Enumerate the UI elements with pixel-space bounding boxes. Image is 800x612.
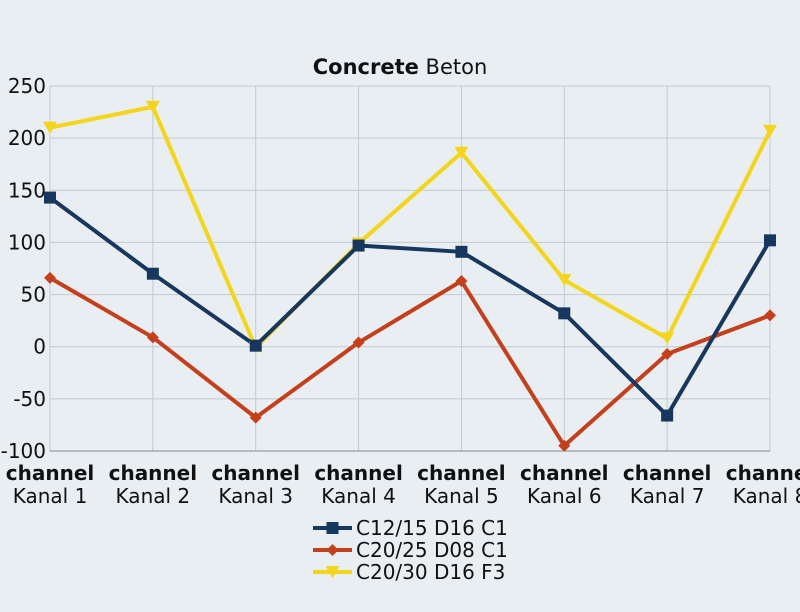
data-point	[557, 273, 572, 286]
legend-swatch-marker	[325, 566, 340, 578]
data-point	[455, 275, 468, 288]
legend-label: C12/15 D16 C1	[356, 516, 508, 540]
data-point	[44, 271, 56, 284]
y-tick-label: 150	[8, 178, 46, 202]
x-tick-label: channel	[417, 461, 506, 485]
x-tick-label: Kanal 4	[321, 484, 396, 508]
chart-title-bold: Concrete	[313, 55, 419, 79]
y-tick-label: -100	[1, 439, 46, 463]
data-point	[146, 267, 159, 280]
x-tick-label: channel	[6, 461, 95, 485]
x-tick-label: channel	[726, 461, 800, 485]
x-tick-label: channel	[520, 461, 609, 485]
y-tick-label: -50	[13, 387, 46, 411]
legend-label: C20/25 D08 C1	[356, 538, 508, 562]
series-line	[48, 104, 772, 350]
x-tick-label: channel	[623, 461, 712, 485]
data-point	[249, 339, 262, 352]
data-point	[352, 336, 365, 349]
data-point	[764, 234, 776, 247]
data-point	[249, 411, 262, 424]
legend-label: C20/30 D16 F3	[356, 560, 505, 584]
data-point	[660, 332, 675, 345]
data-point	[146, 331, 159, 344]
y-tick-label: 50	[21, 283, 46, 307]
x-tick-label: Kanal 6	[527, 484, 602, 508]
data-point	[661, 348, 674, 361]
y-tick-label: 0	[33, 335, 46, 359]
data-point	[763, 124, 777, 137]
y-tick-label: 250	[8, 74, 46, 98]
chart-title: Concrete Beton	[313, 55, 488, 79]
x-tick-label: channel	[211, 461, 300, 485]
data-point	[454, 146, 469, 159]
data-point	[43, 121, 57, 134]
x-tick-label: Kanal 5	[424, 484, 499, 508]
data-point	[44, 191, 56, 204]
x-tick-label: Kanal 2	[116, 484, 191, 508]
data-point	[558, 307, 571, 320]
data-point	[145, 100, 160, 113]
x-tick-label: channel	[109, 461, 198, 485]
x-tick-label: Kanal 8	[733, 484, 800, 508]
data-point	[764, 309, 776, 322]
x-tick-label: channel	[314, 461, 403, 485]
data-point	[455, 245, 468, 258]
legend-swatch-marker	[326, 522, 339, 534]
chart-title-regular: Beton	[426, 55, 488, 79]
x-tick-label: Kanal 7	[630, 484, 705, 508]
y-tick-label: 200	[8, 126, 46, 150]
x-tick-label: Kanal 1	[13, 484, 88, 508]
series-line	[48, 275, 772, 448]
data-point	[661, 409, 674, 422]
series-line	[48, 195, 772, 418]
y-tick-label: 100	[8, 230, 46, 254]
x-tick-label: Kanal 3	[218, 484, 293, 508]
legend-swatch-marker	[326, 544, 339, 556]
data-point	[352, 239, 365, 252]
data-point	[558, 439, 571, 452]
